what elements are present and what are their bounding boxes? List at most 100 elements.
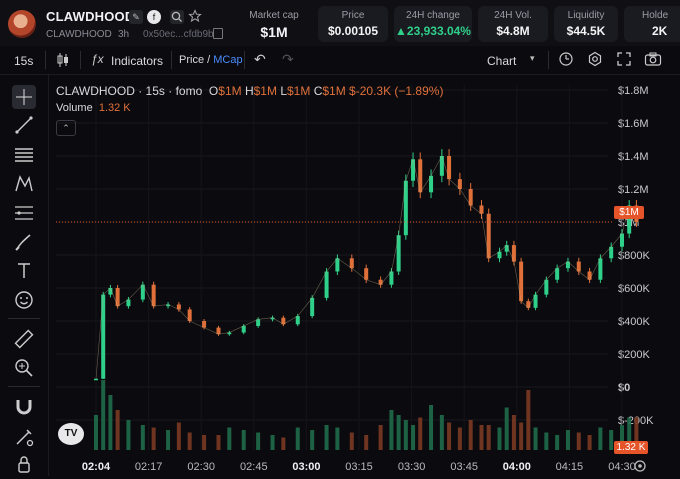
stat-value: 2K — [652, 24, 668, 38]
candle-body — [396, 235, 401, 272]
candle-body — [620, 233, 624, 247]
stat-label: 24H Vol. — [494, 10, 532, 21]
crosshair-icon[interactable] — [12, 85, 36, 109]
lock-drawing-icon[interactable] — [12, 425, 36, 449]
zoom-in-icon[interactable] — [12, 356, 36, 380]
copy-icon[interactable] — [213, 28, 223, 39]
volume-bar — [587, 435, 592, 450]
pattern-tool-icon[interactable] — [12, 172, 36, 196]
ruler-icon[interactable] — [12, 327, 36, 351]
volume-bar — [511, 415, 516, 450]
price-option[interactable]: Price — [179, 54, 205, 66]
y-tick-label: $600K — [618, 283, 650, 295]
candle-body — [587, 271, 592, 280]
trend-line-icon[interactable] — [12, 113, 36, 137]
settings-gear-icon[interactable] — [587, 51, 603, 67]
axis-settings-icon[interactable] — [633, 459, 647, 473]
legend-title: CLAWDHOOD · 15s · fomo — [56, 84, 203, 98]
stat-24h-volume: 24H Vol. $4.8M — [478, 6, 548, 42]
tradingview-logo[interactable]: TV — [58, 423, 84, 445]
chart-type-dropdown[interactable]: Chart — [487, 54, 517, 68]
legend-c-label: C — [313, 84, 323, 98]
volume-bar — [324, 425, 329, 450]
volume-bar — [457, 427, 462, 450]
candle-body — [497, 251, 502, 259]
edit-icon[interactable]: ✎ — [129, 10, 143, 24]
chart-toolbar — [0, 46, 680, 75]
alert-clock-icon[interactable] — [558, 51, 574, 67]
x-tick-label: 04:30 — [608, 461, 636, 473]
fib-retracement-icon[interactable] — [12, 201, 36, 225]
candle-body — [526, 301, 531, 308]
horizontal-lines-icon[interactable] — [12, 143, 36, 167]
candle-body — [151, 284, 156, 307]
magnet-icon[interactable] — [12, 395, 36, 419]
candle-body — [598, 258, 603, 280]
candle-body — [627, 205, 632, 234]
collapse-legend-button[interactable]: ⌃ — [56, 120, 76, 136]
candle-body — [533, 294, 538, 308]
verified-icon: f — [147, 10, 161, 24]
redo-icon[interactable]: ↷ — [282, 51, 294, 67]
chevron-down-icon[interactable]: ▾ — [530, 53, 535, 63]
emoji-icon[interactable] — [12, 288, 36, 312]
text-tool-icon[interactable] — [12, 259, 36, 283]
stat-label: Liquidity — [567, 10, 605, 21]
candle-body — [378, 279, 383, 285]
stat-value: $1M — [260, 24, 288, 40]
stat-label: Market cap — [249, 10, 299, 21]
indicators-icon[interactable]: ƒx — [91, 52, 104, 66]
price-chart[interactable]: $1.8M $1.6M $1.4M $1.2M $1M $800K $600K $400K $2… — [48, 75, 680, 476]
toggle-slash: / — [207, 54, 211, 66]
stat-holders: Holde 2K — [624, 6, 680, 42]
current-volume-tag: 1.32 K — [614, 441, 648, 454]
candle-body — [504, 245, 509, 252]
candle-body — [364, 268, 369, 280]
volume-bar — [555, 435, 560, 450]
volume-bar — [403, 420, 408, 450]
volume-bar — [497, 427, 502, 450]
volume-bar — [166, 430, 171, 450]
indicators-button[interactable]: Indicators — [111, 54, 164, 68]
volume-bar — [140, 425, 145, 450]
volume-bar — [576, 432, 581, 450]
y-tick-label: $0 — [618, 382, 630, 394]
volume-bar — [241, 430, 246, 450]
brush-icon[interactable] — [12, 230, 36, 254]
volume-bar — [609, 430, 614, 450]
volume-bar — [202, 435, 207, 450]
camera-icon[interactable] — [644, 51, 662, 67]
price-mcap-toggle[interactable]: Price / MCap — [179, 54, 243, 66]
volume-bar — [295, 427, 300, 450]
token-age: 3h — [118, 29, 130, 40]
star-icon[interactable] — [188, 9, 202, 23]
volume-bar — [216, 435, 221, 450]
search-icon[interactable] — [170, 10, 184, 24]
candle-body — [349, 258, 354, 269]
candle-body — [108, 288, 113, 295]
volume-bar — [270, 435, 275, 450]
volume-bar — [256, 432, 261, 450]
fullscreen-icon[interactable] — [616, 51, 632, 67]
legend-o-label: O — [208, 84, 219, 98]
legend-h-label: H — [244, 84, 254, 98]
x-tick-label: 02:17 — [135, 461, 163, 473]
volume-bar — [504, 407, 509, 450]
toolbar-divider — [80, 51, 81, 69]
candle-body — [202, 321, 207, 328]
contract-address[interactable]: 0x50ec...cfdb9b — [143, 29, 214, 40]
undo-icon[interactable]: ↶ — [254, 51, 266, 67]
tools-divider — [8, 386, 40, 387]
chart-canvas[interactable]: $1.8M $1.6M $1.4M $1.2M $1M $800K $600K $400K $2… — [48, 75, 680, 476]
candles-icon[interactable] — [56, 52, 70, 68]
volume-bar — [227, 427, 232, 450]
interval-selector[interactable]: 15s — [14, 54, 34, 68]
volume-bar — [176, 422, 181, 450]
candle-body — [411, 159, 416, 181]
trash-lock-icon[interactable] — [12, 452, 36, 476]
mcap-option[interactable]: MCap — [213, 54, 243, 66]
candle-body — [270, 317, 275, 320]
candle-body — [519, 261, 524, 302]
volume-bar — [526, 390, 531, 450]
legend-change: $-20.3K (−1.89%) — [349, 84, 444, 98]
